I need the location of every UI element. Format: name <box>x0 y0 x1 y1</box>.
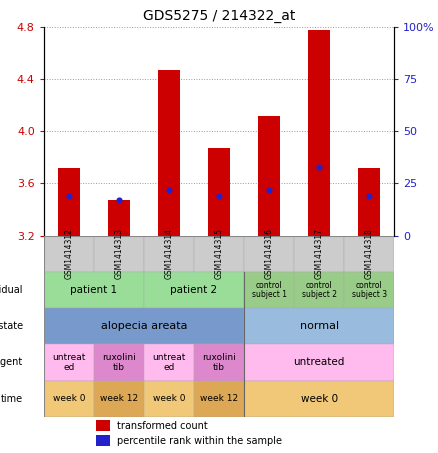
Text: GSM1414316: GSM1414316 <box>265 228 274 279</box>
Bar <box>208 148 230 236</box>
Text: week 12: week 12 <box>100 394 138 403</box>
Bar <box>358 168 381 236</box>
Bar <box>244 236 294 272</box>
Bar <box>57 168 80 236</box>
Bar <box>294 236 344 272</box>
Bar <box>108 200 130 236</box>
Bar <box>96 420 110 431</box>
Text: time: time <box>0 394 23 404</box>
Bar <box>144 236 194 272</box>
Point <box>166 186 173 193</box>
Bar <box>258 116 280 236</box>
Text: patient 1: patient 1 <box>70 285 117 295</box>
Bar <box>294 272 344 308</box>
Point <box>316 163 323 170</box>
Bar <box>44 381 94 417</box>
Bar <box>94 236 144 272</box>
Bar <box>144 272 244 308</box>
Bar <box>44 236 94 272</box>
Bar <box>244 308 394 344</box>
Text: untreat
ed: untreat ed <box>52 353 85 372</box>
Text: patient 2: patient 2 <box>170 285 218 295</box>
Text: control
subject 1: control subject 1 <box>251 280 286 299</box>
Bar <box>194 381 244 417</box>
Bar <box>344 272 394 308</box>
Text: control
subject 3: control subject 3 <box>352 280 387 299</box>
Bar <box>158 70 180 236</box>
Bar <box>144 381 194 417</box>
Bar <box>194 344 244 381</box>
Text: GSM1414317: GSM1414317 <box>314 228 324 279</box>
Text: GSM1414314: GSM1414314 <box>164 228 173 279</box>
Bar <box>94 381 144 417</box>
Text: GSM1414312: GSM1414312 <box>64 228 73 279</box>
Bar <box>94 344 144 381</box>
Text: GSM1414318: GSM1414318 <box>365 228 374 279</box>
Bar <box>194 236 244 272</box>
Title: GDS5275 / 214322_at: GDS5275 / 214322_at <box>143 10 295 24</box>
Bar <box>308 30 330 236</box>
Bar <box>344 236 394 272</box>
Text: ruxolini
tib: ruxolini tib <box>102 353 136 372</box>
Bar <box>44 308 244 344</box>
Text: disease state: disease state <box>0 321 23 331</box>
Text: control
subject 2: control subject 2 <box>302 280 337 299</box>
Text: week 0: week 0 <box>53 394 85 403</box>
Bar <box>44 272 144 308</box>
Text: week 12: week 12 <box>200 394 238 403</box>
Point <box>65 193 72 200</box>
Point <box>366 193 373 200</box>
Text: week 0: week 0 <box>300 394 338 404</box>
Text: untreat
ed: untreat ed <box>152 353 186 372</box>
Bar <box>44 344 94 381</box>
Text: week 0: week 0 <box>153 394 185 403</box>
Bar <box>244 344 394 381</box>
Text: untreated: untreated <box>293 357 345 367</box>
Bar <box>244 381 394 417</box>
Point <box>215 193 223 200</box>
Text: transformed count: transformed count <box>117 421 208 431</box>
Text: percentile rank within the sample: percentile rank within the sample <box>117 435 283 446</box>
Text: normal: normal <box>300 321 339 331</box>
Text: GSM1414315: GSM1414315 <box>215 228 223 279</box>
Bar <box>244 272 294 308</box>
Point <box>265 186 272 193</box>
Text: alopecia areata: alopecia areata <box>101 321 187 331</box>
Bar <box>144 344 194 381</box>
Text: individual: individual <box>0 285 23 295</box>
Text: ruxolini
tib: ruxolini tib <box>202 353 236 372</box>
Text: GSM1414313: GSM1414313 <box>114 228 124 279</box>
Point <box>115 197 122 204</box>
Text: agent: agent <box>0 357 23 367</box>
Bar <box>96 435 110 446</box>
